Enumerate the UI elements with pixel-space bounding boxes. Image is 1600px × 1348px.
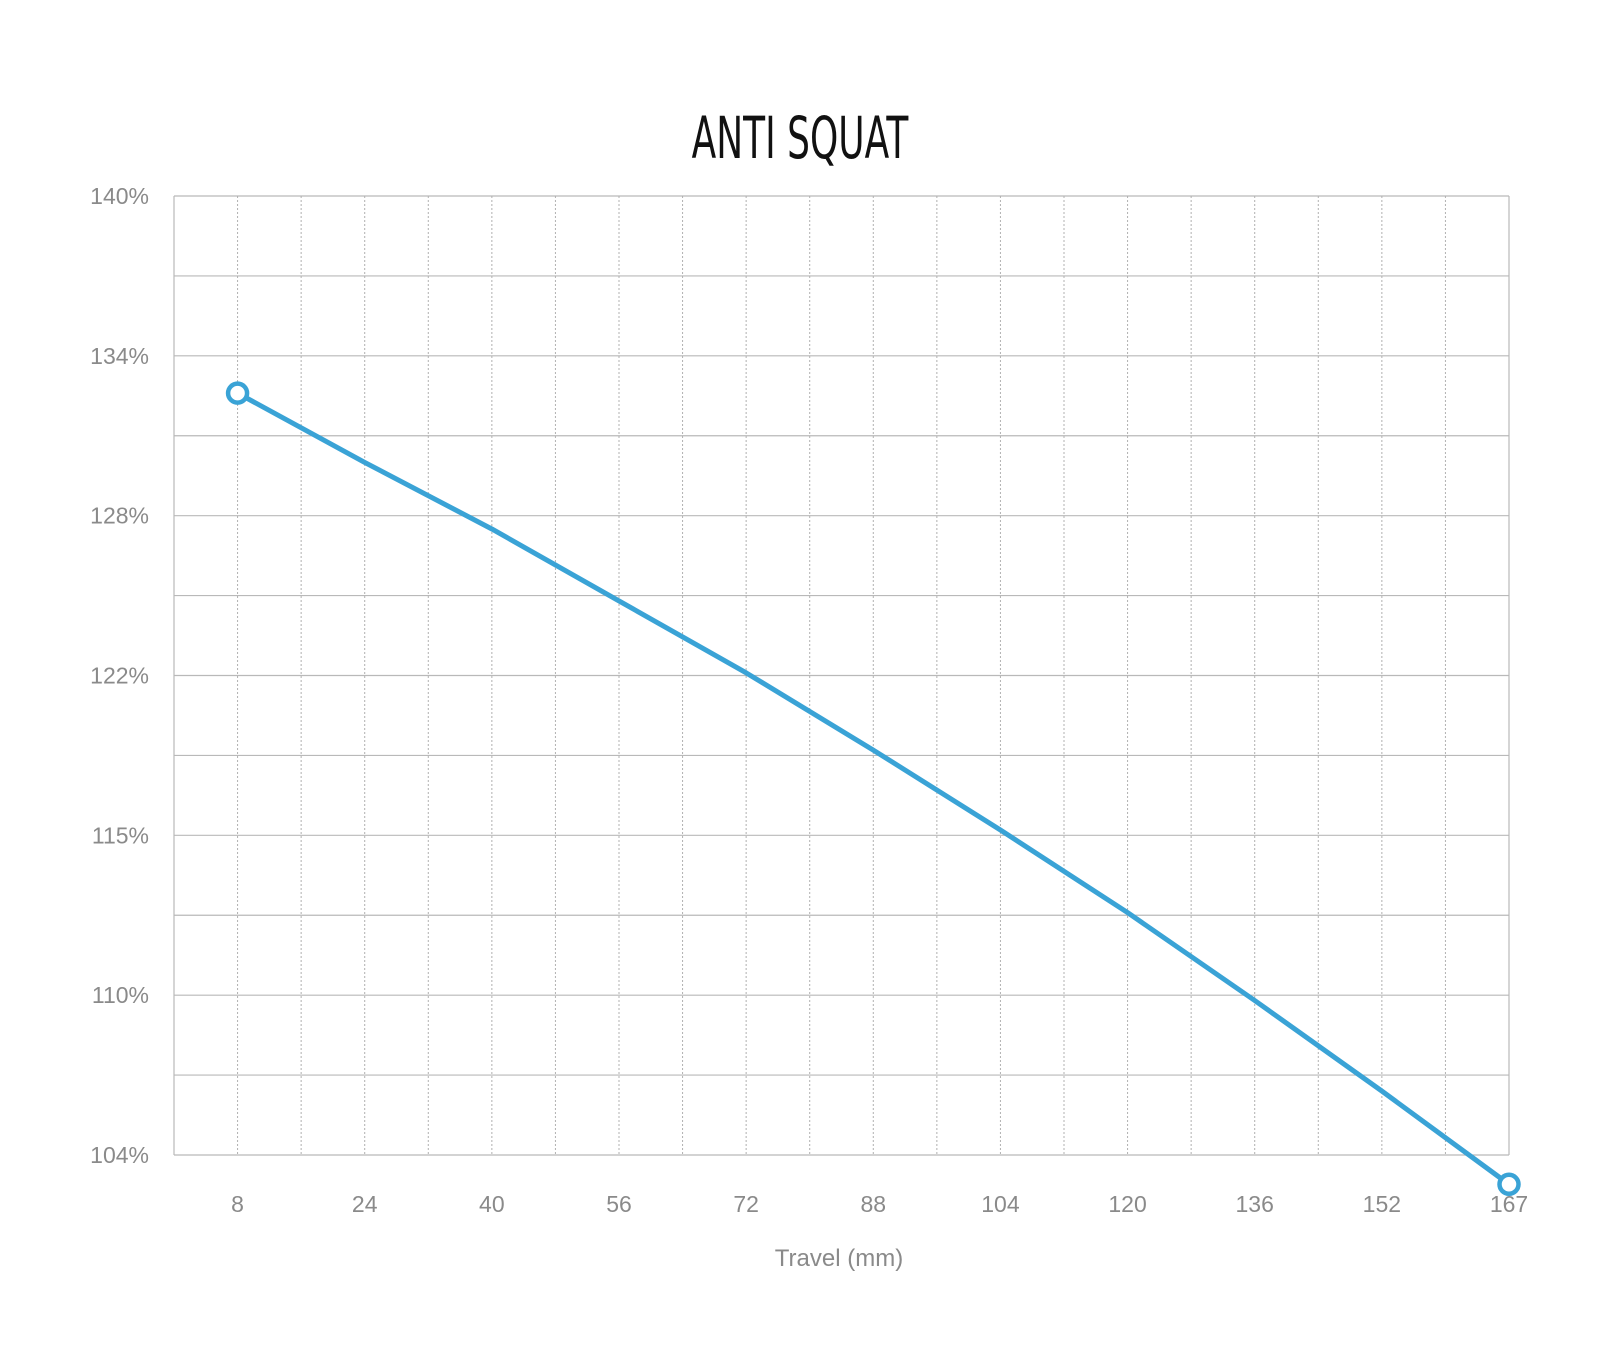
y-axis-ticks: 140% 134% 128% 122% 115% 110% 104% [90,183,149,1168]
x-tick-label: 40 [479,1191,505,1217]
x-tick-label: 104 [981,1191,1020,1217]
y-tick-label: 104% [90,1142,149,1168]
y-tick-label: 140% [90,183,149,209]
series-layer [225,381,1521,1197]
grid [173,195,1510,1156]
y-tick-label: 115% [92,822,149,848]
x-tick-label: 24 [352,1191,378,1217]
chart-title: ANTI SQUAT [692,105,909,172]
x-tick-label: 8 [231,1191,244,1217]
x-axis-label: Travel (mm) [775,1245,903,1272]
endpoint-marker [225,381,250,405]
y-tick-label: 128% [90,503,149,529]
x-axis-ticks: 8 24 40 56 72 88 104 120 136 152 167 [231,1191,1528,1217]
x-tick-label: 56 [606,1191,632,1217]
x-tick-label: 152 [1363,1191,1401,1217]
x-tick-label: 120 [1108,1191,1146,1217]
x-tick-label: 72 [733,1191,759,1217]
x-tick-label: 136 [1236,1191,1274,1217]
y-tick-label: 122% [90,663,149,689]
series-line [235,390,1512,1187]
y-tick-label: 134% [90,343,149,369]
endpoint-marker [1497,1172,1521,1197]
x-tick-label: 88 [860,1191,886,1217]
y-tick-label: 110% [92,982,149,1008]
